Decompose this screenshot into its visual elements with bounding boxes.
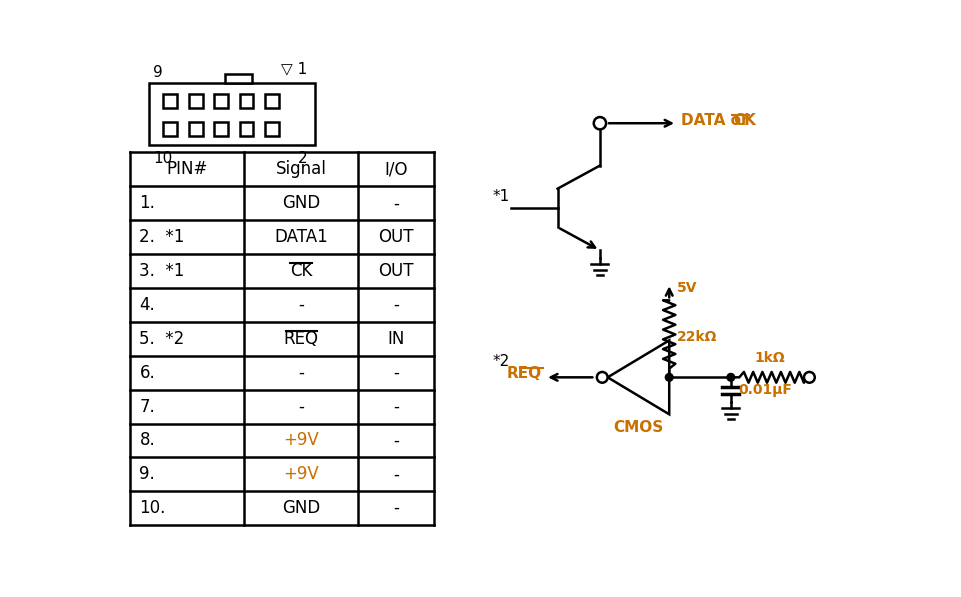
Text: +9V: +9V (283, 432, 319, 450)
Text: OUT: OUT (378, 228, 413, 246)
Text: -: - (393, 296, 399, 314)
Text: DATA or: DATA or (680, 113, 753, 128)
Text: -: - (393, 194, 399, 213)
Text: REQ: REQ (283, 330, 319, 348)
Circle shape (594, 117, 606, 130)
Text: -: - (393, 398, 399, 416)
Bar (188, 94, 203, 108)
Text: -: - (298, 364, 304, 381)
Text: +9V: +9V (283, 465, 319, 484)
Text: 4.: 4. (139, 296, 156, 314)
Text: 2: 2 (298, 151, 308, 166)
Text: 10: 10 (154, 151, 173, 166)
Text: 1.: 1. (139, 194, 156, 213)
Text: PIN#: PIN# (166, 161, 208, 179)
Text: *2: *2 (492, 355, 509, 370)
Text: 9.: 9. (139, 465, 156, 484)
Text: ▽ 1: ▽ 1 (281, 62, 308, 77)
Text: -: - (393, 364, 399, 381)
Text: 9: 9 (154, 65, 163, 80)
Text: 22kΩ: 22kΩ (677, 330, 717, 344)
Text: CK: CK (733, 113, 756, 128)
Bar (188, 122, 203, 136)
Bar (265, 94, 279, 108)
Circle shape (804, 372, 815, 383)
Circle shape (597, 372, 607, 383)
Text: CMOS: CMOS (613, 420, 663, 435)
Text: -: - (393, 465, 399, 484)
Circle shape (665, 374, 673, 381)
Bar (163, 94, 177, 108)
Text: GND: GND (282, 194, 320, 213)
Bar (239, 94, 254, 108)
Text: 5.  *2: 5. *2 (139, 330, 185, 348)
Bar (265, 122, 279, 136)
Bar (225, 74, 252, 83)
Bar (163, 122, 177, 136)
Text: -: - (298, 398, 304, 416)
Circle shape (727, 374, 734, 381)
Text: 8.: 8. (139, 432, 156, 450)
Text: GND: GND (282, 499, 320, 517)
Bar (239, 122, 254, 136)
Text: 2.  *1: 2. *1 (139, 228, 185, 246)
Bar (214, 122, 228, 136)
Text: 1kΩ: 1kΩ (754, 351, 784, 365)
Text: OUT: OUT (378, 262, 413, 280)
Text: *1: *1 (492, 189, 509, 204)
Text: I/O: I/O (384, 161, 407, 179)
Bar (214, 94, 228, 108)
Text: -: - (298, 296, 304, 314)
Text: DATA1: DATA1 (274, 228, 328, 246)
Text: 7.: 7. (139, 398, 156, 416)
Text: Signal: Signal (276, 161, 327, 179)
Text: IN: IN (387, 330, 405, 348)
Text: -: - (393, 432, 399, 450)
Text: 10.: 10. (139, 499, 166, 517)
Text: 0.01μF: 0.01μF (738, 383, 793, 398)
Text: 5V: 5V (677, 281, 698, 295)
Bar (150, 83, 315, 145)
Text: REQ: REQ (506, 366, 541, 381)
Text: 6.: 6. (139, 364, 156, 381)
Text: -: - (393, 499, 399, 517)
Text: CK: CK (290, 262, 312, 280)
Text: 3.  *1: 3. *1 (139, 262, 185, 280)
